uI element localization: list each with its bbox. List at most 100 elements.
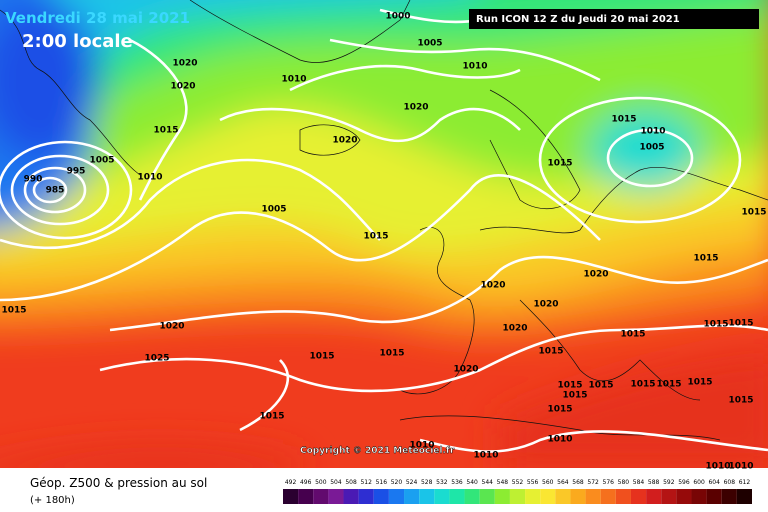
isobar-label: 1015 [538, 347, 563, 357]
isobar-label: 1015 [557, 381, 582, 391]
legend-label: 504 [330, 479, 342, 486]
legend-label: 508 [345, 479, 357, 486]
legend-label: 572 [587, 479, 599, 486]
legend-swatch [313, 489, 329, 504]
legend-swatch [464, 489, 480, 504]
legend-label: 580 [618, 479, 630, 486]
legend: 492 496 500 504 508 512 516 520 524 528 532 536 540 5… [283, 479, 752, 504]
legend-swatch [298, 489, 314, 504]
isobar-label: 985 [46, 186, 65, 196]
legend-swatch [600, 489, 616, 504]
legend-label: 588 [648, 479, 660, 486]
isobar-label: 1015 [562, 391, 587, 401]
legend-label: 548 [497, 479, 509, 486]
isobar-label: 1020 [453, 365, 478, 375]
isobar-label: 1015 [703, 320, 728, 330]
isobar-label: 1010 [409, 441, 434, 451]
legend-swatch [706, 489, 722, 504]
run-box [469, 9, 759, 29]
isobar-label: 1020 [332, 136, 357, 146]
legend-label: 592 [663, 479, 675, 486]
footer-title: Géop. Z500 & pression au sol [30, 476, 207, 490]
isobar-label: 1015 [259, 412, 284, 422]
legend-label: 560 [542, 479, 554, 486]
legend-label: 544 [482, 479, 494, 486]
isobar-label: 1010 [473, 451, 498, 461]
isobar-label: 1020 [583, 270, 608, 280]
isobar-label: 1015 [1, 306, 26, 316]
legend-label: 520 [391, 479, 403, 486]
isobar-label: 1015 [363, 232, 388, 242]
isobar-label: 1020 [533, 300, 558, 310]
isobar-label: 1010 [281, 75, 306, 85]
isobar-label: 1010 [462, 62, 487, 72]
isobar-label: 1005 [639, 143, 664, 153]
legend-swatch [676, 489, 692, 504]
date: Vendredi 28 mai 2021 [5, 9, 190, 27]
legend-swatch [736, 489, 752, 504]
legend-swatch [494, 489, 510, 504]
legend-swatch [479, 489, 495, 504]
legend-label: 512 [360, 479, 372, 486]
isobar-label: 1010 [547, 435, 572, 445]
isobar-label: 1020 [480, 281, 505, 291]
legend-swatch [373, 489, 389, 504]
isobar-label: 1015 [656, 380, 681, 390]
isobar-labels: 1000 1005 1010 1020 1020 1010 1015 1020 1020 1015… [1, 12, 766, 472]
isobar-label: 1015 [611, 115, 636, 125]
isobar-label: 1015 [547, 159, 572, 169]
legend-swatch [434, 489, 450, 504]
isobar-label: 1015 [741, 208, 766, 218]
isobar-label: 1025 [144, 354, 169, 364]
legend-swatch [404, 489, 420, 504]
isobar-label: 1015 [153, 126, 178, 136]
legend-swatch [721, 489, 737, 504]
legend-swatch [449, 489, 465, 504]
isobar-label: 1015 [693, 254, 718, 264]
legend-label: 556 [527, 479, 539, 486]
legend-label: 576 [603, 479, 615, 486]
isobar-label: 1015 [728, 396, 753, 406]
legend-swatch [358, 489, 374, 504]
geopotential-field [0, 0, 768, 468]
legend-label: 552 [512, 479, 524, 486]
legend-label: 568 [572, 479, 584, 486]
legend-label: 528 [421, 479, 433, 486]
isobar-label: 1000 [385, 12, 410, 22]
legend-swatch [540, 489, 556, 504]
legend-label: 540 [466, 479, 478, 486]
footer-subtitle: (+ 180h) [30, 495, 75, 506]
isobars [0, 8, 768, 453]
copyright: Copyright © 2021 Meteociel.fr [300, 446, 455, 456]
legend-label: 496 [300, 479, 312, 486]
legend-swatch [419, 489, 435, 504]
isobar-label: 1005 [89, 156, 114, 166]
isobar-label: 1020 [502, 324, 527, 334]
legend-swatch [283, 489, 299, 504]
isobar-label: 1020 [172, 59, 197, 69]
legend-label: 612 [739, 479, 751, 486]
legend-label: 584 [633, 479, 645, 486]
legend-label: 604 [708, 479, 720, 486]
isobar-label: 990 [24, 175, 43, 185]
isobar-label: 1015 [687, 378, 712, 388]
legend-label: 532 [436, 479, 448, 486]
run-info: Run ICON 12 Z du Jeudi 20 mai 2021 [476, 14, 680, 25]
legend-label: 536 [451, 479, 463, 486]
isobar-label: 995 [67, 167, 86, 177]
isobar-label: 1020 [403, 103, 428, 113]
legend-label: 524 [406, 479, 418, 486]
isobar-label: 1015 [379, 349, 404, 359]
legend-label: 500 [315, 479, 327, 486]
isobar-label: 1015 [620, 330, 645, 340]
coastlines [0, 0, 768, 441]
legend-label: 516 [376, 479, 388, 486]
isobar-label: 1020 [159, 322, 184, 332]
isobar-label: 1010 [705, 462, 730, 472]
legend-swatch [328, 489, 344, 504]
legend-label: 600 [693, 479, 705, 486]
legend-swatch [555, 489, 571, 504]
legend-label: 596 [678, 479, 690, 486]
legend-swatch [585, 489, 601, 504]
